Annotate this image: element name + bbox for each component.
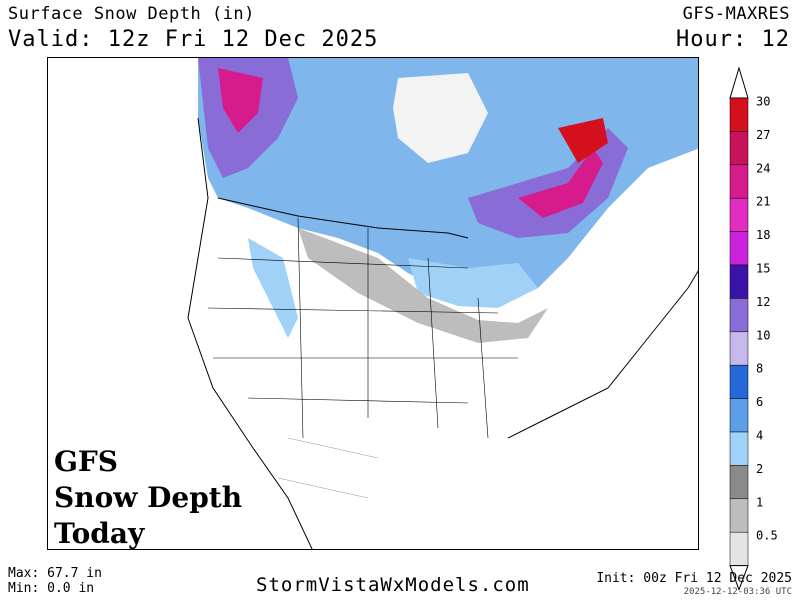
site-credit: StormVistaWxModels.com bbox=[256, 574, 530, 596]
quebec-deepest-snow bbox=[518, 148, 603, 218]
legend-arrow-up bbox=[729, 66, 749, 99]
legend-swatch-12 bbox=[729, 498, 749, 533]
legend-label-1: 27 bbox=[756, 128, 770, 142]
legend-swatch-7 bbox=[729, 331, 749, 366]
quebec-max-snow bbox=[558, 118, 608, 163]
legend-label-7: 10 bbox=[756, 328, 770, 342]
legend-label-9: 6 bbox=[756, 395, 763, 409]
legend-swatch-5 bbox=[729, 264, 749, 299]
legend-swatch-0 bbox=[729, 97, 749, 132]
legend-swatch-8 bbox=[729, 364, 749, 399]
forecast-hour: Hour: 12 bbox=[676, 27, 790, 52]
snow-depth-map: GFS Snow Depth Today bbox=[47, 57, 699, 550]
legend-swatch-4 bbox=[729, 231, 749, 266]
canada-deepest-west bbox=[218, 68, 263, 133]
max-value: Max: 67.7 in bbox=[8, 566, 102, 581]
legend-label-10: 4 bbox=[756, 429, 763, 443]
legend-label-12: 1 bbox=[756, 495, 763, 509]
coastline bbox=[187, 117, 698, 549]
map-stats: Max: 67.7 in Min: 0.0 in bbox=[8, 566, 102, 596]
caption-line-2: Snow Depth bbox=[54, 481, 243, 514]
legend-swatch-9 bbox=[729, 398, 749, 433]
us-grey-band bbox=[298, 228, 548, 343]
min-value: Min: 0.0 in bbox=[8, 581, 95, 596]
legend-swatch-3 bbox=[729, 197, 749, 232]
great-lakes-snow bbox=[408, 258, 538, 308]
mexico-lines bbox=[277, 437, 379, 499]
legend-swatch-2 bbox=[729, 164, 749, 199]
legend-label-8: 8 bbox=[756, 362, 763, 376]
valid-time: Valid: 12z Fri 12 Dec 2025 bbox=[8, 27, 379, 52]
map-overlay-caption: GFS Snow Depth Today bbox=[54, 444, 243, 550]
legend-label-6: 12 bbox=[756, 295, 770, 309]
legend-label-2: 24 bbox=[756, 161, 770, 175]
legend-swatch-6 bbox=[729, 298, 749, 333]
rockies-snow bbox=[248, 238, 298, 338]
legend-label-0: 30 bbox=[756, 95, 770, 109]
legend-label-5: 15 bbox=[756, 262, 770, 276]
canada-snow-field bbox=[198, 58, 698, 303]
legend-swatch-10 bbox=[729, 431, 749, 466]
hudson-bay bbox=[393, 73, 488, 163]
legend-label-11: 2 bbox=[756, 462, 763, 476]
map-title: Surface Snow Depth (in) bbox=[8, 4, 255, 24]
init-time: Init: 00z Fri 12 Dec 2025 bbox=[596, 571, 792, 586]
color-scale-legend: 30 27 24 21 18 15 12 10 8 6 4 2 1 0.5 bbox=[729, 66, 778, 592]
state-lines bbox=[207, 217, 518, 439]
legend-swatch-11 bbox=[729, 465, 749, 500]
caption-line-3: Today bbox=[54, 517, 145, 550]
legend-swatch-1 bbox=[729, 131, 749, 166]
legend-label-4: 18 bbox=[756, 228, 770, 242]
caption-line-1: GFS bbox=[54, 445, 119, 478]
us-canada-border bbox=[217, 197, 469, 239]
legend-label-3: 21 bbox=[756, 195, 770, 209]
model-name: GFS-MAXRES bbox=[682, 4, 790, 24]
legend-label-13: 0.5 bbox=[756, 529, 778, 543]
legend-arrow-down bbox=[729, 565, 749, 592]
generated-stamp: 2025-12-12-03:36 UTC bbox=[683, 587, 792, 597]
legend-swatch-13 bbox=[729, 531, 749, 566]
